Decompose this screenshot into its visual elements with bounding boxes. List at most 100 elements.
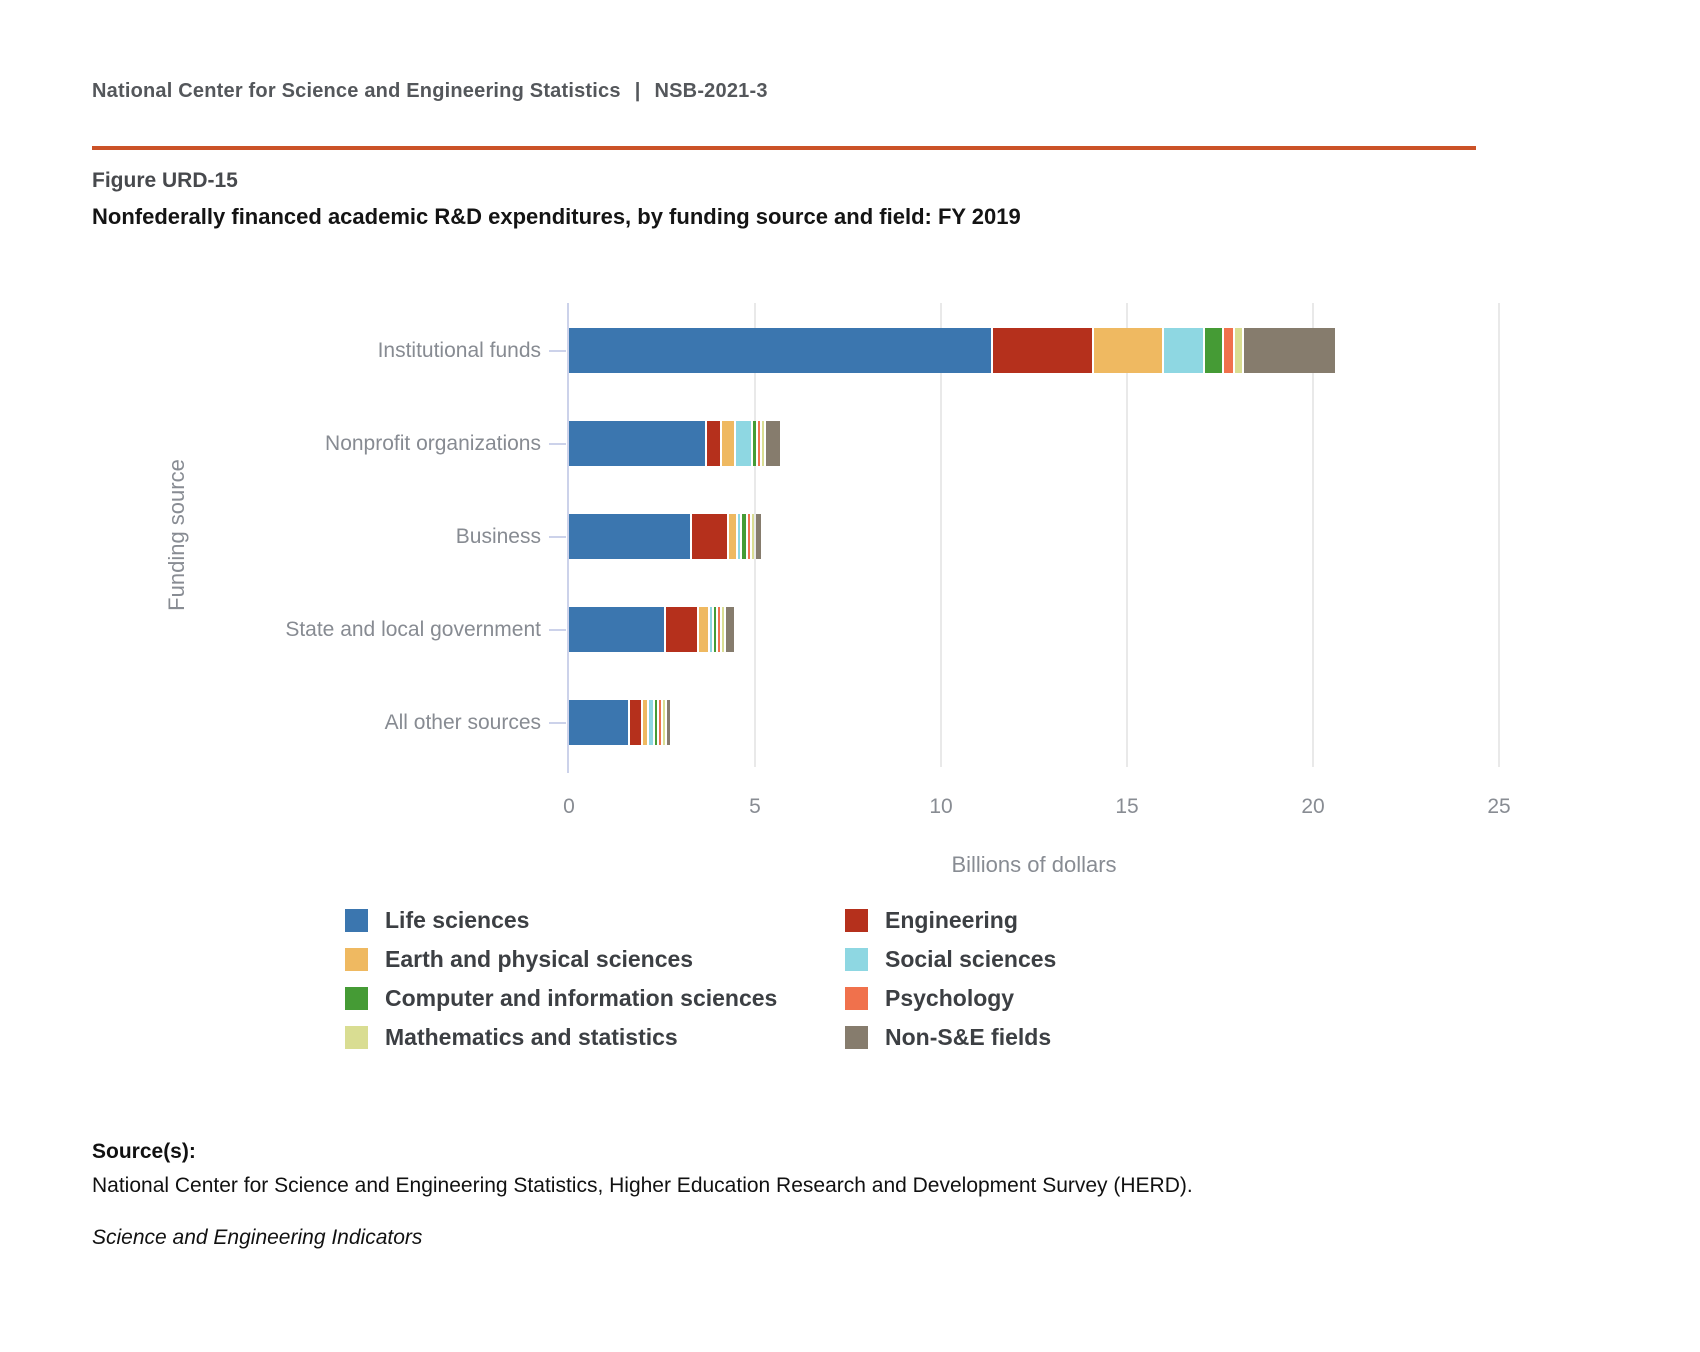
segment-earth-and-physical-sciences-institutional-funds	[1093, 328, 1163, 373]
segment-psychology-institutional-funds	[1223, 328, 1233, 373]
y-axis-line	[567, 303, 569, 773]
segment-computer-and-information-sciences-all-other-sources	[654, 700, 657, 745]
segment-non-s-e-fields-business	[755, 514, 762, 559]
segment-social-sciences-nonprofit-organizations	[736, 421, 752, 466]
segment-engineering-nonprofit-organizations	[706, 421, 720, 466]
source-text: National Center for Science and Engineer…	[92, 1174, 1193, 1197]
segment-life-sciences-state-and-local-government	[569, 607, 664, 652]
category-tick-state-and-local-government	[549, 628, 566, 631]
bar-row-nonprofit-organizations	[569, 421, 782, 466]
segment-mathematics-and-statistics-institutional-funds	[1234, 328, 1243, 373]
bar-row-business	[569, 514, 763, 559]
segment-psychology-business	[747, 514, 750, 559]
segment-social-sciences-state-and-local-government	[710, 607, 713, 652]
legend-swatch-social-sciences	[845, 948, 868, 971]
x-tick-label-20: 20	[1301, 795, 1325, 818]
legend-label-computer-and-information-sciences: Computer and information sciences	[385, 985, 778, 1011]
bar-row-all-other-sources	[569, 700, 672, 745]
segment-computer-and-information-sciences-state-and-local-government	[714, 607, 717, 652]
legend-item-computer-and-information-sciences: Computer and information sciences	[345, 985, 777, 1012]
plot-area	[567, 303, 1509, 773]
figure-label: Figure URD-15	[92, 169, 238, 192]
legend-item-life-sciences: Life sciences	[345, 907, 529, 934]
x-tick-label-25: 25	[1487, 795, 1511, 818]
segment-social-sciences-all-other-sources	[648, 700, 653, 745]
legend-label-earth-and-physical-sciences: Earth and physical sciences	[385, 946, 694, 972]
y-axis-title: Funding source	[164, 459, 189, 611]
legend-label-social-sciences: Social sciences	[885, 946, 1057, 972]
segment-engineering-institutional-funds	[993, 328, 1092, 373]
x-tick-label-0: 0	[563, 795, 575, 818]
legend-swatch-life-sciences	[345, 909, 368, 932]
category-label-state-and-local-government: State and local government	[285, 617, 541, 641]
segment-mathematics-and-statistics-nonprofit-organizations	[761, 421, 764, 466]
legend-swatch-mathematics-and-statistics	[345, 1026, 368, 1049]
bar-row-institutional-funds	[569, 328, 1337, 373]
segment-non-s-e-fields-institutional-funds	[1244, 328, 1336, 373]
legend-item-mathematics-and-statistics: Mathematics and statistics	[345, 1024, 678, 1051]
segment-psychology-nonprofit-organizations	[757, 421, 760, 466]
segment-mathematics-and-statistics-all-other-sources	[662, 700, 665, 745]
category-tick-institutional-funds	[549, 349, 566, 352]
accent-rule	[92, 146, 1476, 150]
x-tick-label-10: 10	[929, 795, 953, 818]
chart-title: Nonfederally financed academic R&D expen…	[92, 204, 1021, 229]
segment-life-sciences-all-other-sources	[569, 700, 629, 745]
segment-mathematics-and-statistics-state-and-local-government	[722, 607, 725, 652]
category-label-nonprofit-organizations: Nonprofit organizations	[325, 431, 541, 455]
legend-label-non-s-e-fields: Non-S&E fields	[885, 1024, 1052, 1050]
legend-swatch-psychology	[845, 987, 868, 1010]
gridline-20	[1312, 303, 1314, 767]
legend-item-engineering: Engineering	[845, 907, 1018, 934]
segment-engineering-state-and-local-government	[665, 607, 698, 652]
gridline-25	[1498, 303, 1500, 767]
report-header: National Center for Science and Engineer…	[92, 80, 768, 103]
source-heading: Source(s):	[92, 1140, 196, 1163]
segment-life-sciences-nonprofit-organizations	[569, 421, 705, 466]
report-id: NSB-2021-3	[654, 80, 768, 102]
segment-earth-and-physical-sciences-state-and-local-government	[699, 607, 709, 652]
legend-item-social-sciences: Social sciences	[845, 946, 1056, 973]
gridline-15	[1126, 303, 1128, 767]
legend-label-psychology: Psychology	[885, 985, 1015, 1011]
legend-swatch-non-s-e-fields	[845, 1026, 868, 1049]
legend-swatch-engineering	[845, 909, 868, 932]
segment-social-sciences-business	[738, 514, 741, 559]
category-label-business: Business	[455, 524, 541, 548]
segment-computer-and-information-sciences-business	[742, 514, 746, 559]
category-tick-all-other-sources	[549, 721, 566, 724]
category-tick-business	[549, 535, 566, 538]
segment-engineering-all-other-sources	[630, 700, 642, 745]
gridline-5	[754, 303, 756, 767]
segment-engineering-business	[691, 514, 727, 559]
segment-life-sciences-business	[569, 514, 690, 559]
category-label-institutional-funds: Institutional funds	[377, 338, 541, 362]
segment-psychology-all-other-sources	[658, 700, 661, 745]
segment-psychology-state-and-local-government	[718, 607, 721, 652]
segment-non-s-e-fields-state-and-local-government	[726, 607, 735, 652]
legend-item-non-s-e-fields: Non-S&E fields	[845, 1024, 1051, 1051]
category-tick-nonprofit-organizations	[549, 442, 566, 445]
legend-item-earth-and-physical-sciences: Earth and physical sciences	[345, 946, 693, 973]
segment-life-sciences-institutional-funds	[569, 328, 992, 373]
legend-label-mathematics-and-statistics: Mathematics and statistics	[385, 1024, 678, 1050]
segment-non-s-e-fields-all-other-sources	[666, 700, 670, 745]
x-tick-label-15: 15	[1115, 795, 1139, 818]
legend-swatch-earth-and-physical-sciences	[345, 948, 368, 971]
segment-earth-and-physical-sciences-all-other-sources	[643, 700, 647, 745]
legend-item-psychology: Psychology	[845, 985, 1014, 1012]
segment-computer-and-information-sciences-institutional-funds	[1205, 328, 1222, 373]
gridline-10	[940, 303, 942, 767]
header-divider: |	[634, 80, 641, 102]
segment-computer-and-information-sciences-nonprofit-organizations	[753, 421, 756, 466]
org-name: National Center for Science and Engineer…	[92, 80, 621, 102]
segment-earth-and-physical-sciences-nonprofit-organizations	[721, 421, 735, 466]
legend-swatch-computer-and-information-sciences	[345, 987, 368, 1010]
bar-row-state-and-local-government	[569, 607, 736, 652]
legend-label-engineering: Engineering	[885, 907, 1018, 933]
segment-mathematics-and-statistics-business	[751, 514, 754, 559]
segment-earth-and-physical-sciences-business	[728, 514, 737, 559]
category-label-all-other-sources: All other sources	[384, 710, 541, 734]
segment-non-s-e-fields-nonprofit-organizations	[765, 421, 781, 466]
x-tick-label-5: 5	[749, 795, 761, 818]
